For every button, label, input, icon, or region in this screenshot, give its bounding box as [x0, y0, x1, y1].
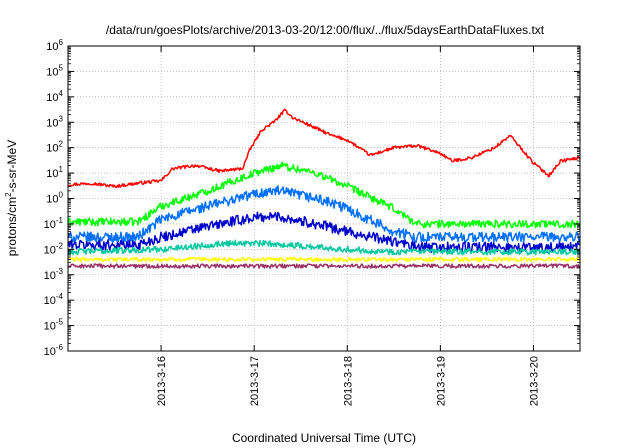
y-tick-exponent: -2 — [56, 241, 64, 250]
x-tick-label: 2013-3-20 — [528, 356, 540, 406]
series-line — [67, 256, 581, 263]
y-tick-base: 10 — [44, 295, 56, 307]
series-layer — [67, 108, 581, 269]
y-tick-base: 10 — [44, 270, 56, 282]
y-tick-labels: 10610510410310210110010-110-210-310-410-… — [44, 38, 64, 358]
y-tick-label: 10-1 — [44, 216, 64, 231]
x-axis-title: Coordinated Universal Time (UTC) — [232, 431, 416, 445]
y-axis-title-superscript: 2 — [4, 192, 13, 197]
y-tick-exponent: -1 — [56, 216, 64, 225]
y-tick-exponent: 0 — [59, 191, 64, 200]
y-tick-exponent: 5 — [59, 63, 64, 72]
y-axis-title: protons/cm2-s-sr-MeV — [4, 140, 19, 256]
y-tick-label: 106 — [46, 38, 63, 53]
y-tick-exponent: 1 — [59, 165, 64, 174]
y-tick-exponent: 4 — [59, 89, 64, 98]
series-line — [67, 108, 581, 189]
y-tick-exponent: -4 — [56, 292, 64, 301]
y-tick-label: 103 — [46, 114, 63, 129]
grid-lines — [68, 46, 580, 351]
y-tick-label: 105 — [46, 63, 63, 78]
series-line — [67, 185, 581, 244]
y-tick-label: 101 — [46, 165, 63, 180]
y-tick-label: 10-2 — [44, 241, 64, 256]
y-tick-base: 10 — [44, 346, 56, 358]
x-tick-label: 2013-3-19 — [435, 356, 447, 406]
y-tick-exponent: -6 — [56, 343, 64, 352]
y-tick-label: 102 — [46, 140, 63, 155]
y-axis-title-suffix: -s-sr-MeV — [5, 140, 19, 193]
y-tick-base: 10 — [46, 92, 58, 104]
x-tick-label: 2013-3-18 — [342, 356, 354, 406]
y-tick-exponent: 3 — [59, 114, 64, 123]
y-axis-title-prefix: protons/cm — [5, 197, 19, 256]
y-tick-label: 10-4 — [44, 292, 64, 307]
y-tick-exponent: -3 — [56, 267, 64, 276]
series-line — [67, 161, 581, 229]
series-line — [67, 239, 581, 256]
y-tick-base: 10 — [46, 66, 58, 78]
x-tick-labels: 2013-3-16 2013-3-17 2013-3-18 2013-3-19 2013… — [156, 356, 540, 406]
y-tick-base: 10 — [46, 41, 58, 53]
y-tick-label: 10-3 — [44, 267, 64, 282]
y-tick-base: 10 — [44, 321, 56, 333]
y-tick-base: 10 — [44, 219, 56, 231]
y-tick-base: 10 — [46, 168, 58, 180]
y-tick-exponent: 2 — [59, 140, 64, 149]
y-tick-label: 10-6 — [44, 343, 64, 358]
y-tick-exponent: -5 — [56, 318, 64, 327]
chart-title: /data/run/goesPlots/archive/2013-03-20/1… — [106, 23, 545, 37]
y-tick-label: 10-5 — [44, 318, 64, 333]
x-tick-label: 2013-3-17 — [249, 356, 261, 406]
series-line — [67, 263, 581, 269]
x-tick-label: 2013-3-16 — [156, 356, 168, 406]
y-tick-label: 104 — [46, 89, 63, 104]
series-line — [67, 211, 581, 254]
y-tick-base: 10 — [44, 244, 56, 256]
y-tick-label: 100 — [46, 191, 63, 206]
axis-ticks — [68, 45, 580, 352]
y-tick-base: 10 — [46, 117, 58, 129]
y-tick-exponent: 6 — [59, 38, 64, 47]
y-tick-base: 10 — [46, 194, 58, 206]
y-tick-base: 10 — [46, 143, 58, 155]
